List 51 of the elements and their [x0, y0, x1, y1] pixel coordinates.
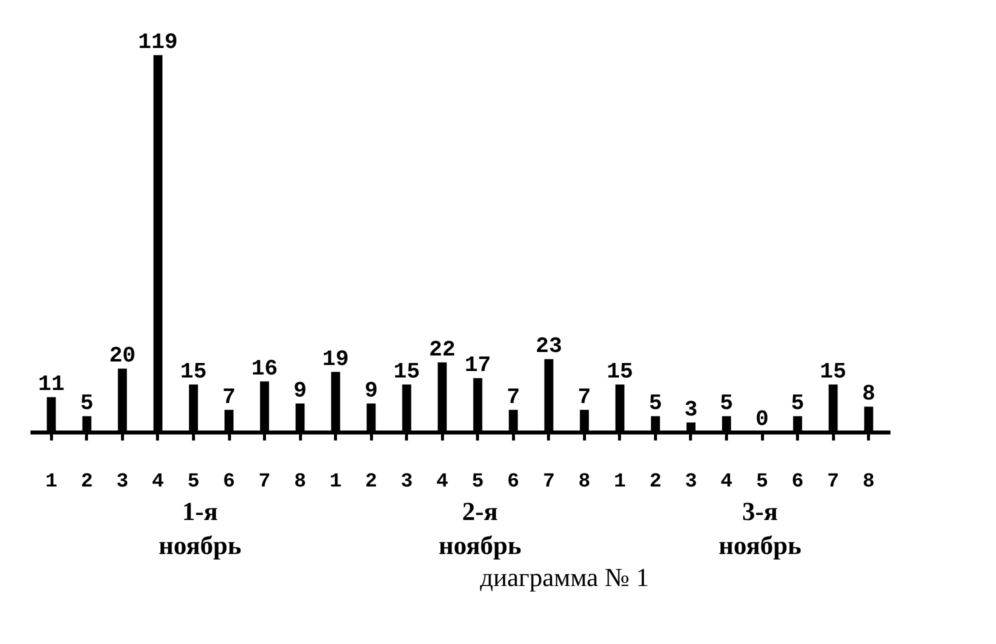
- x-tick-label: 4: [436, 470, 448, 494]
- text: 1-я ноябрь: [158, 496, 242, 562]
- text: диаграмма № 1: [480, 562, 650, 593]
- x-tick-label: 6: [223, 470, 236, 494]
- text: 3-я ноябрь: [718, 496, 802, 562]
- data-label: 5: [791, 391, 804, 416]
- x-tick-label: 8: [862, 470, 875, 494]
- x-tick-label: 3: [400, 470, 413, 494]
- data-label: 15: [820, 360, 846, 384]
- data-label: 8: [862, 382, 876, 407]
- x-tick-label: 5: [187, 470, 200, 494]
- data-label: 15: [393, 360, 420, 384]
- x-tick-label: 6: [507, 470, 520, 494]
- data-label: 11: [38, 372, 65, 398]
- data-label: 119: [138, 30, 178, 56]
- data-label: 22: [429, 337, 456, 362]
- x-tick-label: 6: [792, 470, 804, 494]
- data-label: 15: [606, 360, 634, 384]
- data-label: 17: [464, 353, 491, 378]
- data-label: 5: [720, 391, 734, 416]
- x-tick-label: 2: [649, 470, 662, 494]
- x-tick-label: 7: [542, 470, 555, 494]
- data-label: 9: [364, 378, 378, 404]
- data-label: 7: [506, 384, 520, 410]
- data-label: 16: [251, 356, 278, 382]
- data-label: 19: [322, 346, 349, 372]
- x-tick-label: 2: [80, 470, 93, 494]
- x-tick-label: 7: [258, 470, 271, 494]
- data-label: 20: [109, 344, 136, 369]
- data-label: 7: [222, 384, 236, 410]
- data-label: 5: [80, 391, 94, 416]
- data-label: 15: [180, 360, 207, 384]
- x-tick-label: 4: [720, 470, 733, 494]
- x-tick-label: 5: [472, 470, 484, 494]
- x-tick-label: 2: [365, 470, 378, 494]
- x-tick-label: 5: [756, 470, 768, 494]
- data-label: 9: [293, 378, 307, 404]
- x-tick-label: 3: [684, 470, 697, 494]
- data-label: 3: [684, 398, 698, 422]
- x-tick-label: 8: [294, 470, 306, 494]
- x-tick-label: 4: [152, 470, 164, 494]
- x-tick-label: 8: [578, 470, 590, 494]
- data-label: 7: [578, 384, 591, 410]
- x-tick-label: 1: [614, 470, 626, 494]
- data-label: 5: [648, 391, 662, 416]
- data-label: 23: [536, 334, 562, 360]
- data-label: 0: [755, 407, 769, 432]
- x-tick-label: 3: [116, 470, 128, 494]
- x-tick-label: 1: [330, 470, 342, 494]
- x-tick-label: 7: [827, 470, 840, 494]
- x-tick-label: 1: [45, 470, 58, 494]
